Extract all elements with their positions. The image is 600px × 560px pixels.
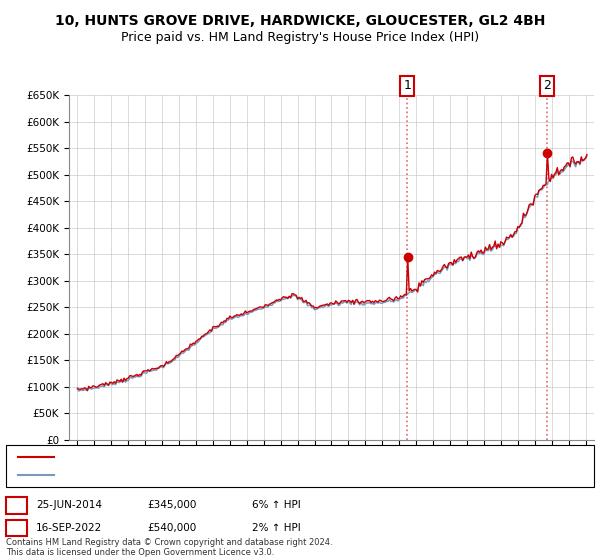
Text: 10, HUNTS GROVE DRIVE, HARDWICKE, GLOUCESTER, GL2 4BH (detached house): 10, HUNTS GROVE DRIVE, HARDWICKE, GLOUCE… xyxy=(63,452,463,462)
Text: 2: 2 xyxy=(13,521,20,534)
Text: 1: 1 xyxy=(13,498,20,512)
Text: 16-SEP-2022: 16-SEP-2022 xyxy=(36,522,102,533)
Text: Price paid vs. HM Land Registry's House Price Index (HPI): Price paid vs. HM Land Registry's House … xyxy=(121,31,479,44)
Text: Contains HM Land Registry data © Crown copyright and database right 2024.
This d: Contains HM Land Registry data © Crown c… xyxy=(6,538,332,557)
Text: 1: 1 xyxy=(403,80,412,92)
Text: £345,000: £345,000 xyxy=(147,500,196,510)
Text: 2% ↑ HPI: 2% ↑ HPI xyxy=(252,522,301,533)
Text: 25-JUN-2014: 25-JUN-2014 xyxy=(36,500,102,510)
Text: HPI: Average price, detached house, Stroud: HPI: Average price, detached house, Stro… xyxy=(63,470,276,480)
Text: 2: 2 xyxy=(543,80,551,92)
Text: 6% ↑ HPI: 6% ↑ HPI xyxy=(252,500,301,510)
Text: £540,000: £540,000 xyxy=(147,522,196,533)
Text: 10, HUNTS GROVE DRIVE, HARDWICKE, GLOUCESTER, GL2 4BH: 10, HUNTS GROVE DRIVE, HARDWICKE, GLOUCE… xyxy=(55,14,545,28)
